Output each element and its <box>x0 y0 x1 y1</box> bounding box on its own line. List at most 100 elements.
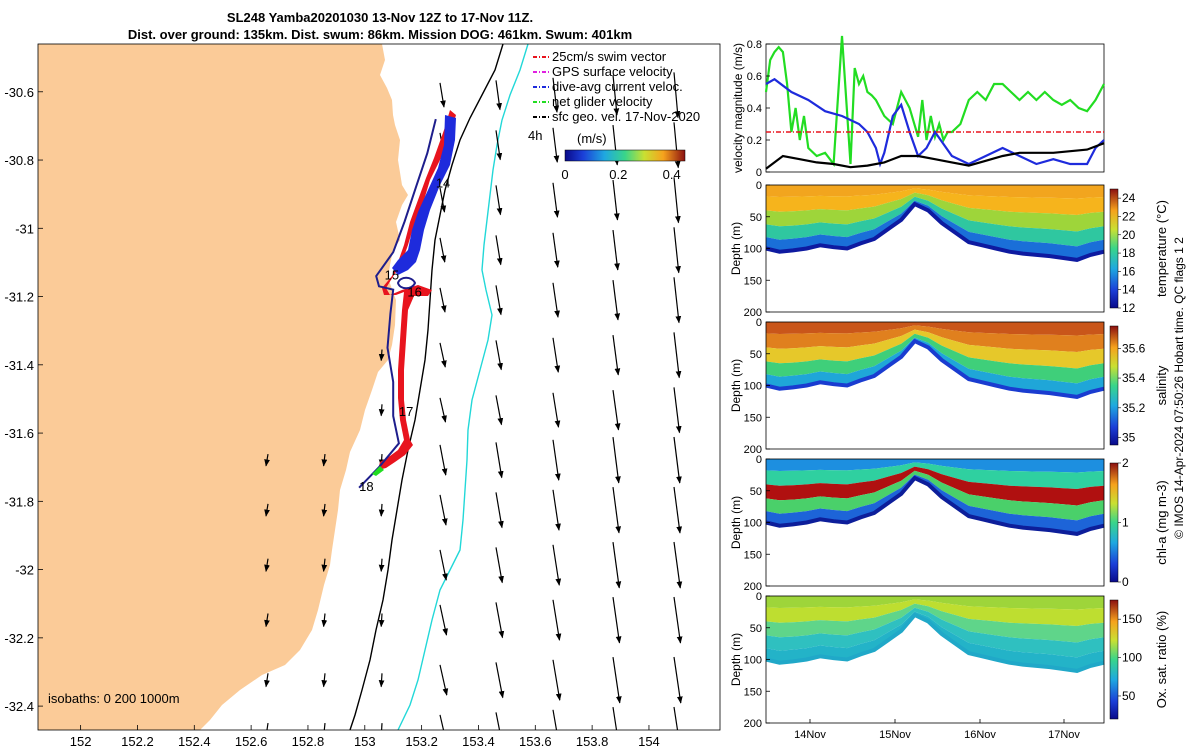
map-frame <box>37 43 721 731</box>
geo-velocity-arrow <box>673 227 681 274</box>
section-tick-label: 50 <box>750 623 762 635</box>
section-x-tick-label: 17Nov <box>1048 729 1080 741</box>
colorbar-tick-label: 0.4 <box>663 167 681 182</box>
section-tick-label: 0 <box>756 591 762 603</box>
section-layer <box>766 188 1104 215</box>
map-y-tick-label: -31 <box>15 221 34 236</box>
geo-velocity-arrow <box>495 442 504 479</box>
geo-velocity-arrow <box>552 232 560 268</box>
map-y-tick-label: -30.6 <box>4 85 34 100</box>
geo-velocity-arrow <box>378 404 385 417</box>
geo-velocity-arrow <box>495 602 505 639</box>
velocity-tick-label: 0 <box>756 167 762 179</box>
geo-velocity-arrow <box>439 397 447 423</box>
section-layer <box>766 462 1104 489</box>
colorbar-tick-label: 35.2 <box>1122 401 1146 415</box>
geo-velocity-arrow <box>378 503 385 517</box>
geo-velocity-arrow <box>673 436 682 484</box>
geo-velocity-arrow <box>266 723 269 730</box>
velocity-plot-area <box>765 43 1105 173</box>
section-colorbar <box>1109 325 1119 446</box>
section-layer <box>766 329 1104 369</box>
section-bottom-edge <box>765 201 1105 262</box>
section-layer <box>766 599 1104 626</box>
surface-geostrophic-velocity-arrows <box>264 72 683 730</box>
section-layer <box>766 196 1104 247</box>
map-y-tick-label: -31.2 <box>4 290 34 305</box>
geo-velocity-arrow <box>612 657 622 704</box>
section-layer <box>766 459 1104 473</box>
section-tick-label: 100 <box>744 518 762 530</box>
geo-velocity-arrow <box>612 335 621 376</box>
geo-velocity-arrow <box>612 75 620 116</box>
map-x-tick-label: 153.2 <box>405 734 438 749</box>
copyright-note: © IMOS 14-Apr-2024 07:50:26 Hobart time.… <box>1172 237 1186 539</box>
colorbar-title: (m/s) <box>577 131 607 146</box>
geo-velocity-arrow <box>612 542 622 589</box>
colorbar-tick-label: 35 <box>1122 431 1136 445</box>
section-layer <box>766 337 1104 397</box>
geo-velocity-arrow <box>495 547 504 584</box>
section-tick-label: 0 <box>756 180 762 192</box>
geo-velocity-arrow <box>612 707 618 730</box>
geo-velocity-arrow <box>612 597 622 644</box>
geo-velocity-arrow <box>439 287 447 313</box>
section-layer <box>766 200 1104 260</box>
geo-velocity-arrow <box>439 342 447 368</box>
colorbar-tick-label: 0.2 <box>609 167 627 182</box>
section-tick-label: 100 <box>744 381 762 393</box>
arrow-scale-label: 4h <box>528 128 542 143</box>
geo-velocity-arrow <box>264 453 270 467</box>
colorbar-tick-label: 35.4 <box>1122 371 1146 385</box>
geo-velocity-arrow <box>673 72 681 119</box>
section-colorbar-label: chl-a (mg m-3) <box>1154 480 1169 565</box>
geo-velocity-arrow <box>264 503 270 517</box>
map-x-tick-label: 153.8 <box>576 734 609 749</box>
section-colorbar-label: salinity <box>1154 365 1169 405</box>
geo-velocity-arrow <box>378 349 385 362</box>
colorbar-tick-label: 22 <box>1122 209 1136 223</box>
velocity-y-ticks: 0 0.2 0.4 0.6 0.8 <box>747 39 770 179</box>
section-tick-label: 150 <box>744 549 762 561</box>
section-layer <box>766 603 1104 643</box>
geo-velocity-arrow <box>439 494 448 526</box>
legend-entry: sfc geo. vel. 17-Nov-2020 <box>552 109 700 124</box>
colorbar-tick-label: 0 <box>1122 575 1129 589</box>
section-ylabel: Depth (m) <box>729 222 743 275</box>
geo-velocity-arrow <box>439 664 449 696</box>
geo-velocity-arrow <box>321 613 328 628</box>
geo-velocity-arrow <box>380 723 383 730</box>
velocity-series-line <box>765 77 1105 168</box>
geo-velocity-arrow <box>439 444 448 476</box>
velocity-tick-label: 0.2 <box>747 135 762 147</box>
section-layer <box>766 333 1104 384</box>
velocity-series-line <box>764 35 1105 168</box>
geo-velocity-arrow <box>495 130 503 161</box>
isobath-200m <box>349 44 504 730</box>
geo-velocity-arrow <box>552 489 561 531</box>
figure-title-line2: Dist. over ground: 135km. Dist. swum: 86… <box>127 27 633 42</box>
geo-velocity-arrow <box>495 80 502 111</box>
velocity-ylabel: velocity magnitude (m/s) <box>731 43 745 173</box>
isobaths-label: isobaths: 0 200 1000m <box>48 691 180 706</box>
geo-velocity-arrow <box>495 662 505 699</box>
map-x-tick-label: 152.6 <box>235 734 268 749</box>
dive-avg-current-cloud <box>392 115 456 275</box>
map-x-tick-label: 153 <box>354 734 376 749</box>
geo-velocity-arrow <box>612 487 622 534</box>
geo-velocity-arrow <box>673 277 682 324</box>
geo-velocity-arrow <box>439 714 445 730</box>
speed-colorbar <box>564 149 686 162</box>
section-colorbar-label: temperature (°C) <box>1154 200 1169 297</box>
map-y-tick-label: -30.8 <box>4 153 34 168</box>
section-ylabel: Depth (m) <box>729 359 743 412</box>
legend-entry: net glider velocity <box>552 94 653 109</box>
section-tick-label: 200 <box>744 718 762 730</box>
section-tick-label: 100 <box>744 244 762 256</box>
geo-velocity-arrow <box>321 503 328 517</box>
section-bottom-edge <box>765 338 1105 399</box>
section-layer <box>766 474 1104 534</box>
map-x-tick-label: 153.6 <box>519 734 552 749</box>
geo-velocity-arrow <box>378 673 385 688</box>
geo-velocity-arrow <box>321 454 328 467</box>
